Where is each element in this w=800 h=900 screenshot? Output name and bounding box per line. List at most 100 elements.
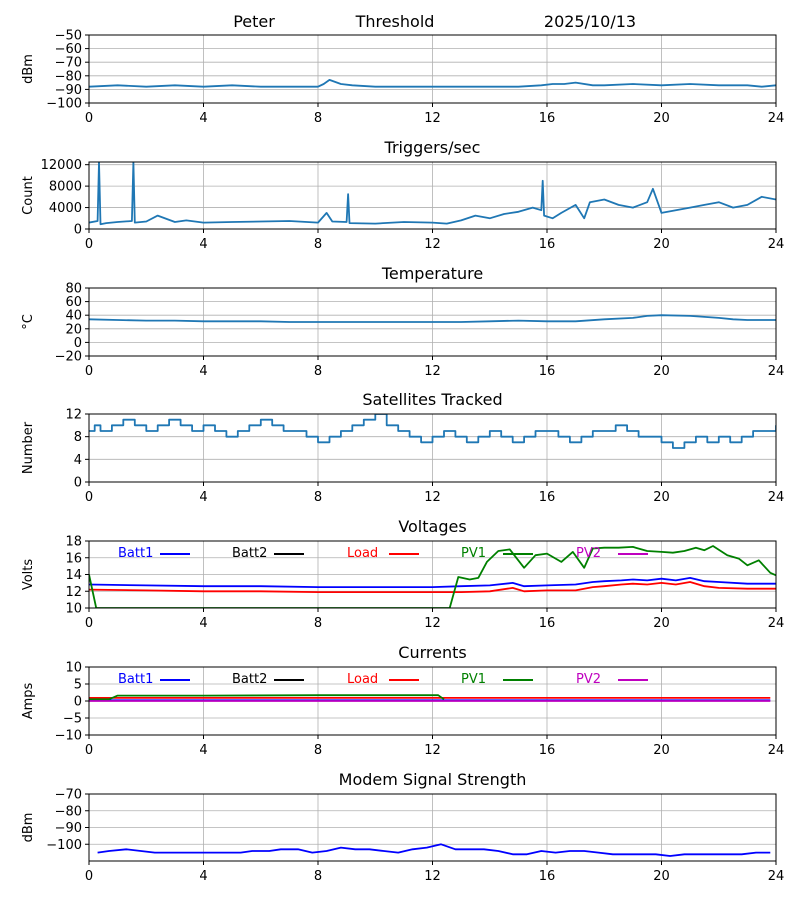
y-tick-label: 4 xyxy=(74,453,82,468)
y-tick-label: 18 xyxy=(65,535,82,550)
series-group xyxy=(89,314,776,323)
chart-title: Voltages xyxy=(398,517,466,536)
x-tick-label: 0 xyxy=(85,869,93,884)
y-tick-label: 0 xyxy=(74,223,82,238)
x-tick-label: 0 xyxy=(85,111,93,126)
y-tick-label: −90 xyxy=(55,821,82,836)
y-tick-label: 10 xyxy=(65,661,82,676)
legend: Batt1 Batt2 Load PV1 PV2 xyxy=(118,672,648,687)
x-tick-label: 16 xyxy=(539,616,556,631)
y-axis-label: Count xyxy=(21,176,36,215)
x-tick-label: 20 xyxy=(653,111,670,126)
y-axis-label: dBm xyxy=(21,813,36,843)
y-tick-label: −80 xyxy=(55,804,82,819)
x-tick-label: 8 xyxy=(314,490,322,505)
x-tick-label: 20 xyxy=(653,743,670,758)
series-line-pv1 xyxy=(89,545,776,608)
legend-label-load: Load xyxy=(347,546,378,561)
x-tick-label: 8 xyxy=(314,743,322,758)
y-tick-label: 12 xyxy=(65,408,82,423)
x-tick-label: 4 xyxy=(199,490,207,505)
header-date: 2025/10/13 xyxy=(544,12,636,31)
y-axis-label: °C xyxy=(21,314,36,330)
panel-modem: 0 4 8 12 16 20 24 −100 −90 −80−70 Modem Signal Str… xyxy=(21,770,784,884)
x-tick-label: 0 xyxy=(85,364,93,379)
x-tick-label: 20 xyxy=(653,237,670,252)
x-tick-label: 12 xyxy=(424,743,441,758)
chart-title: Temperature xyxy=(381,264,483,283)
x-tick-label: 12 xyxy=(424,869,441,884)
x-tick-label: 24 xyxy=(768,743,785,758)
y-tick-label: −100 xyxy=(46,838,82,853)
x-tick-label: 24 xyxy=(768,364,785,379)
x-tick-label: 16 xyxy=(539,111,556,126)
y-tick-label: −90 xyxy=(55,83,82,98)
series-group xyxy=(89,79,776,88)
y-tick-label: 16 xyxy=(65,551,82,566)
y-tick-label: 12 xyxy=(65,585,82,600)
y-tick-label: −70 xyxy=(55,56,82,71)
x-tick-label: 20 xyxy=(653,616,670,631)
legend-label-pv1: PV1 xyxy=(461,672,486,687)
y-tick-label: −10 xyxy=(55,729,82,744)
x-tick-label: 8 xyxy=(314,616,322,631)
series-group xyxy=(89,162,776,226)
x-tick-label: 16 xyxy=(539,364,556,379)
x-tick-label: 0 xyxy=(85,616,93,631)
x-tick-label: 16 xyxy=(539,237,556,252)
chart-title: Triggers/sec xyxy=(384,138,481,157)
series-line-load xyxy=(89,581,776,593)
x-tick-label: 8 xyxy=(314,111,322,126)
legend: Batt1 Batt2 Load PV1 PV2 xyxy=(118,546,648,561)
y-tick-label: 0 xyxy=(74,476,82,491)
panel-rssi: 0 4 8 12 16 20 24 −100−90−80−70−60−50 dBm xyxy=(21,29,784,127)
y-tick-label: 8000 xyxy=(49,180,82,195)
y-tick-label: 5 xyxy=(74,678,82,693)
y-axis-label: Amps xyxy=(21,682,36,719)
y-axis-label: Number xyxy=(21,421,36,474)
legend-label-load: Load xyxy=(347,672,378,687)
y-tick-label: 0 xyxy=(74,336,82,351)
y-tick-label: −20 xyxy=(55,350,82,365)
figure-header: Peter Threshold 2025/10/13 xyxy=(233,12,636,31)
series-line-temperature xyxy=(89,314,776,323)
x-tick-label: 12 xyxy=(424,490,441,505)
legend-label-batt1: Batt1 xyxy=(118,672,153,687)
x-tick-label: 8 xyxy=(314,869,322,884)
header-mode: Threshold xyxy=(355,12,435,31)
x-tick-label: 24 xyxy=(768,237,785,252)
x-tick-label: 12 xyxy=(424,111,441,126)
y-tick-label: −60 xyxy=(55,42,82,57)
x-tick-label: 8 xyxy=(314,237,322,252)
chart-title: Modem Signal Strength xyxy=(339,770,527,789)
panel-satellites: 0 4 8 12 16 20 24 0 4 8 12 Satellites Tracked Number xyxy=(21,390,784,505)
y-tick-label: 8 xyxy=(74,430,82,445)
y-tick-label: 40 xyxy=(65,309,82,324)
x-tick-label: 16 xyxy=(539,490,556,505)
x-tick-label: 20 xyxy=(653,490,670,505)
series-group xyxy=(89,414,776,449)
chart-title: Satellites Tracked xyxy=(362,390,502,409)
legend-label-pv2: PV2 xyxy=(576,546,601,561)
y-tick-label: −80 xyxy=(55,69,82,84)
header-name: Peter xyxy=(233,12,275,31)
y-tick-label: 10 xyxy=(65,602,82,617)
y-tick-label: 12000 xyxy=(41,158,82,173)
legend-label-batt2: Batt2 xyxy=(232,546,267,561)
series-group xyxy=(97,843,771,857)
x-tick-label: 24 xyxy=(768,111,785,126)
y-axis-label: Volts xyxy=(21,559,36,591)
series-line-pv1 xyxy=(89,694,445,701)
legend-label-batt2: Batt2 xyxy=(232,672,267,687)
x-tick-label: 24 xyxy=(768,869,785,884)
x-tick-label: 4 xyxy=(199,869,207,884)
series-line-signal xyxy=(89,79,776,88)
y-tick-label: 0 xyxy=(74,695,82,710)
legend-label-pv2: PV2 xyxy=(576,672,601,687)
series-group xyxy=(89,545,776,608)
series-group xyxy=(89,694,771,702)
y-tick-label: 14 xyxy=(65,568,82,583)
